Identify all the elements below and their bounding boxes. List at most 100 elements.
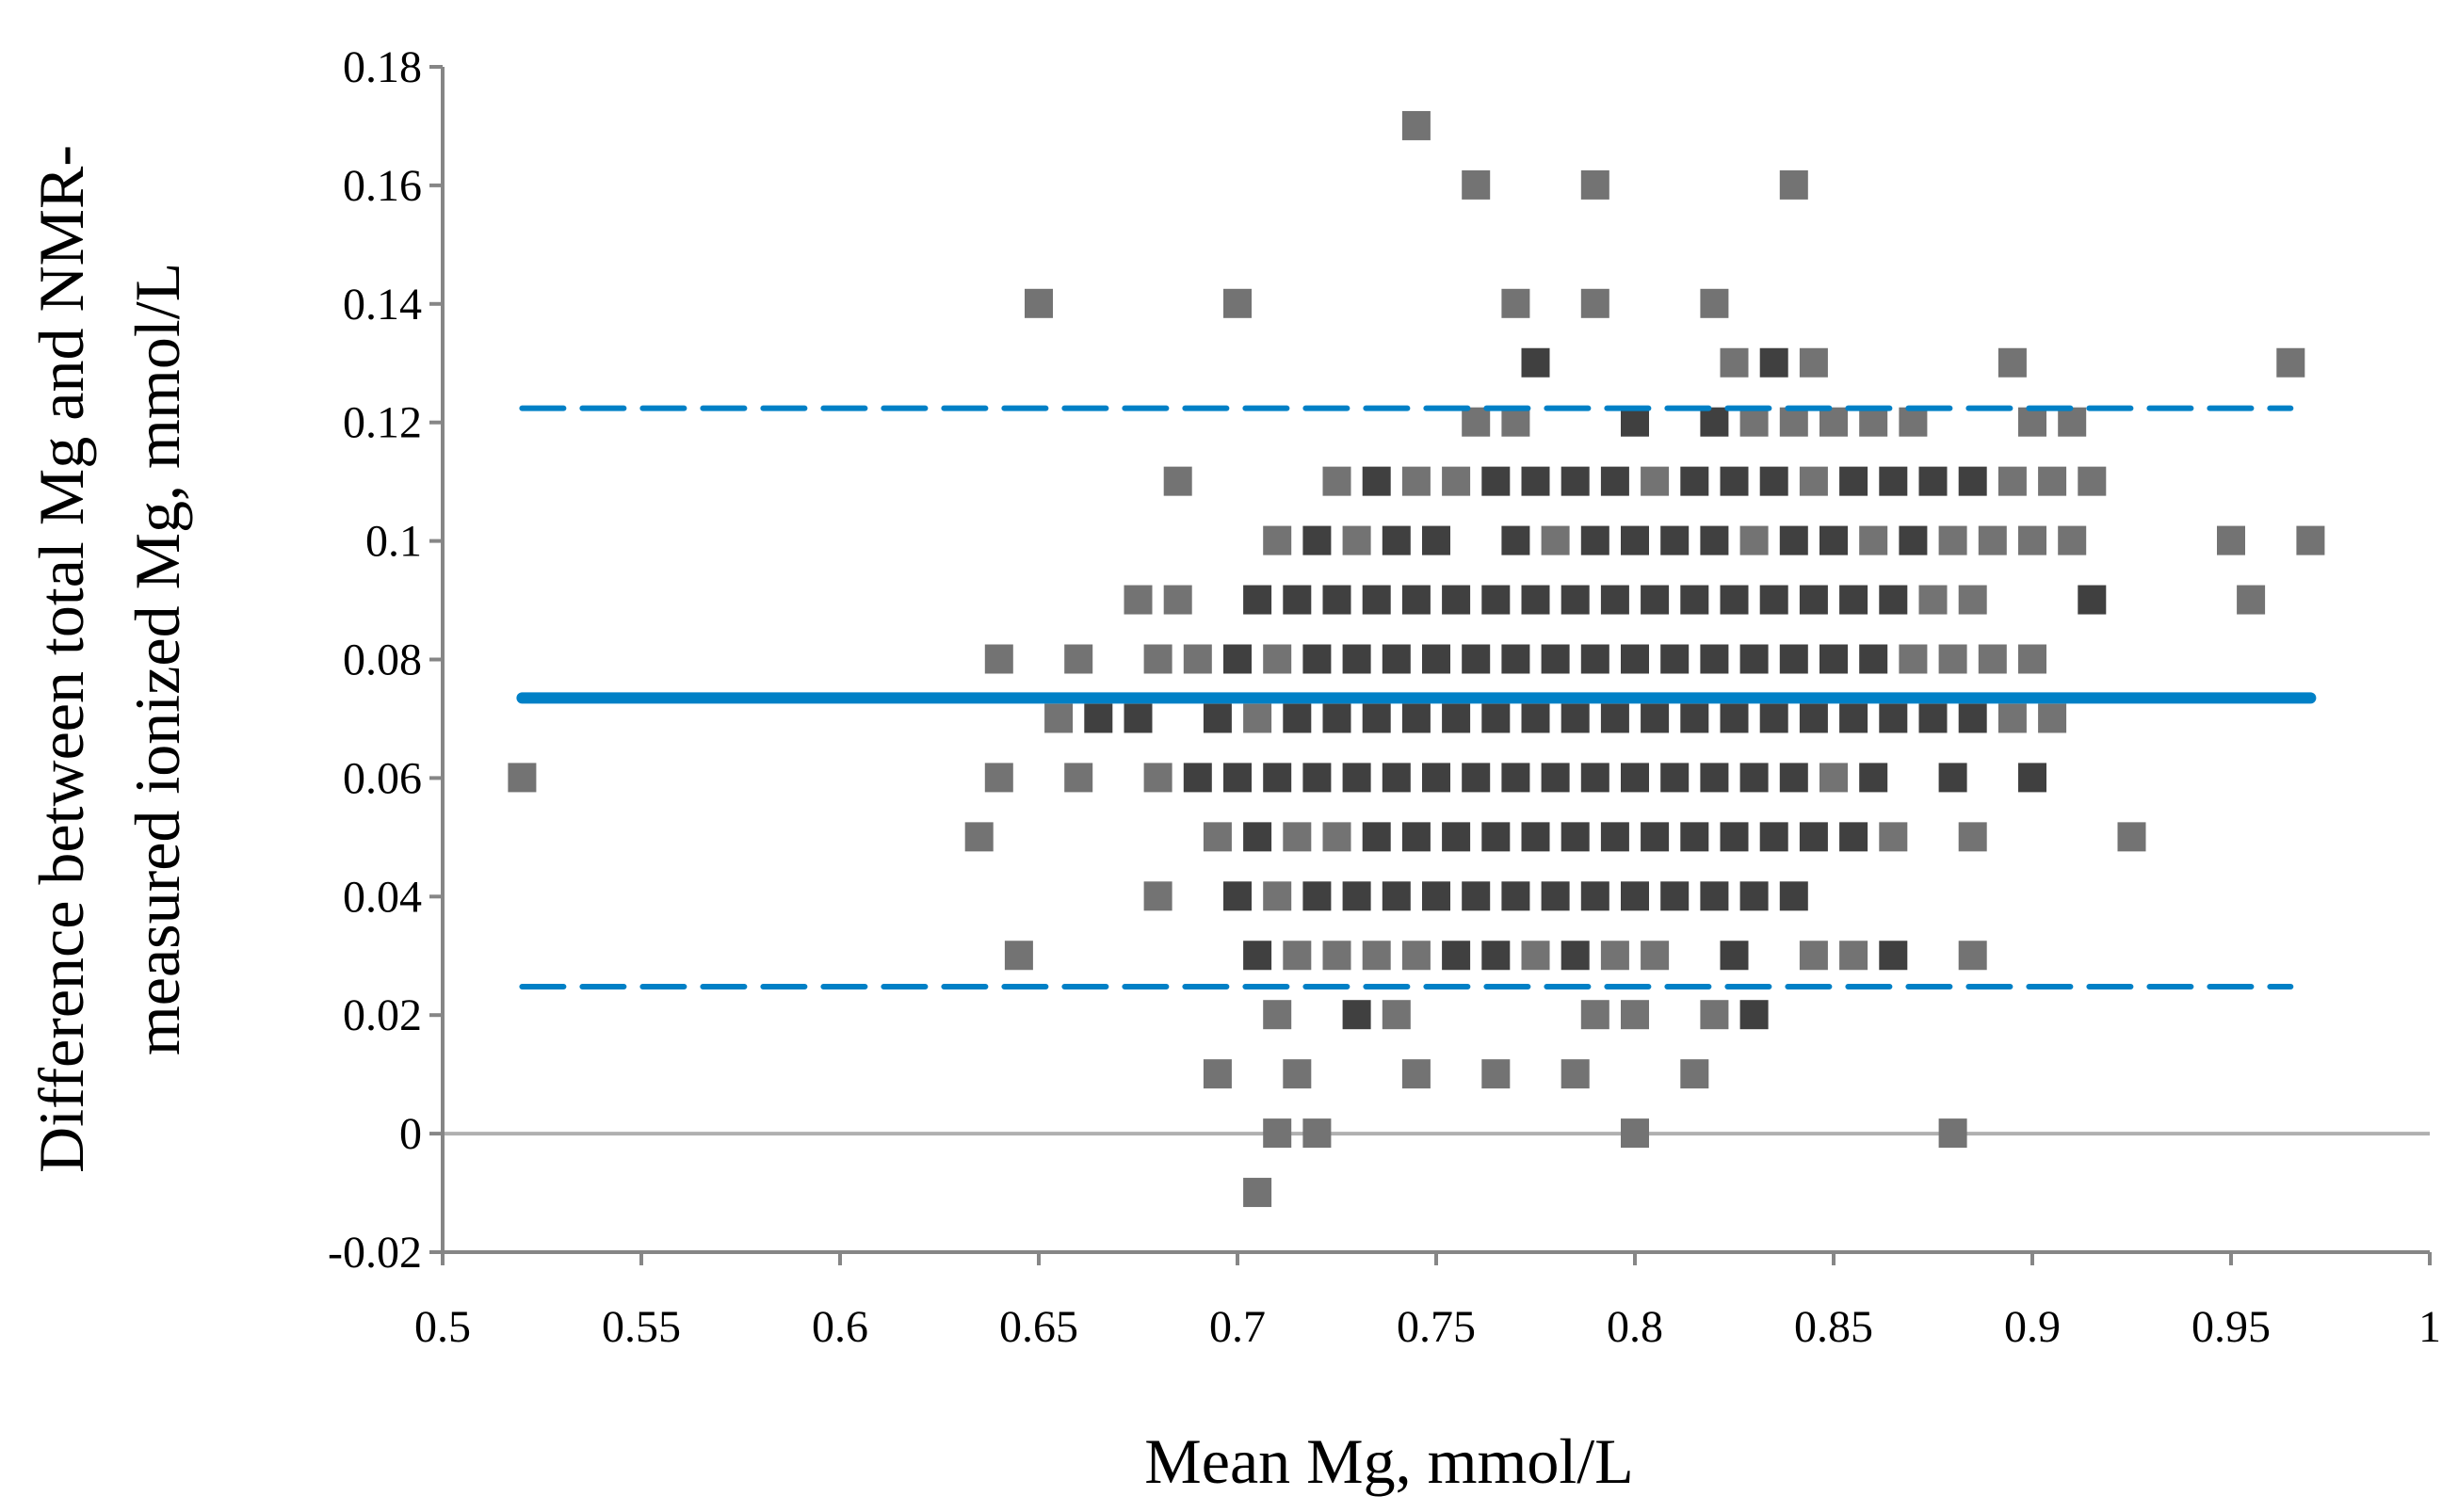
data-point-dark (1600, 466, 1629, 496)
data-point-light (2018, 407, 2046, 437)
data-point-light (1163, 466, 1192, 496)
y-tick-label: 0.08 (343, 635, 422, 685)
data-point-light (1779, 407, 1808, 437)
data-point-light (1997, 703, 2027, 733)
data-point-dark (1759, 466, 1788, 496)
y-tick-label: 0.1 (365, 517, 422, 567)
data-point-light (1362, 941, 1391, 971)
y-tick-label: 0.02 (343, 990, 422, 1040)
data-point-light (1938, 525, 1967, 555)
data-point-light (1263, 881, 1292, 911)
data-point-dark (1084, 703, 1113, 733)
x-tick-label: 0.85 (1794, 1302, 1873, 1352)
data-point-dark (1600, 585, 1629, 615)
data-point-dark (1660, 763, 1690, 793)
data-point-light (1501, 407, 1530, 437)
data-point-dark (1621, 525, 1649, 555)
data-point-dark (1442, 941, 1471, 971)
data-point-dark (1342, 881, 1371, 911)
data-point-dark (1561, 941, 1590, 971)
data-point-light (2237, 585, 2266, 615)
data-point-light (1720, 347, 1749, 378)
data-point-dark (1561, 822, 1590, 852)
data-point-light (2276, 347, 2305, 378)
data-point-light (1401, 941, 1431, 971)
data-point-light (1859, 525, 1888, 555)
data-point-dark (1720, 466, 1749, 496)
data-point-dark (1422, 763, 1450, 793)
x-tick-label: 0.7 (1209, 1302, 1266, 1352)
data-point-dark (1779, 644, 1808, 674)
data-point-dark (1442, 703, 1471, 733)
data-point-light (1997, 466, 2027, 496)
data-point-light (2058, 407, 2087, 437)
data-point-dark (1521, 822, 1550, 852)
data-point-light (1401, 1059, 1431, 1089)
data-point-dark (1680, 466, 1709, 496)
data-point-dark (1918, 703, 1948, 733)
data-point-dark (1561, 466, 1590, 496)
data-point-light (1997, 347, 2027, 378)
data-point-light (1462, 169, 1491, 200)
data-point-dark (1442, 822, 1471, 852)
data-point-light (1442, 466, 1471, 496)
data-point-dark (1680, 703, 1709, 733)
data-point-light (984, 644, 1013, 674)
data-point-dark (1462, 881, 1491, 911)
data-point-light (1143, 644, 1172, 674)
data-point-dark (1362, 703, 1391, 733)
data-point-light (1263, 1000, 1292, 1030)
data-point-dark (1302, 763, 1332, 793)
data-point-light (1819, 407, 1848, 437)
data-point-dark (1521, 703, 1550, 733)
data-point-dark (1739, 881, 1769, 911)
data-point-light (1481, 1059, 1511, 1089)
y-axis-title-line-1: Difference between total Mg and NMR- (25, 145, 97, 1173)
y-tick-label: 0 (399, 1109, 422, 1159)
data-point-dark (1501, 763, 1530, 793)
data-point-dark (1362, 585, 1391, 615)
data-point-dark (1541, 644, 1570, 674)
y-tick-label: 0.04 (343, 872, 422, 922)
data-point-light (1203, 1059, 1232, 1089)
data-point-light (1739, 407, 1769, 437)
data-point-dark (1799, 822, 1828, 852)
data-point-light (2296, 525, 2325, 555)
data-point-light (1283, 941, 1312, 971)
data-point-dark (1879, 466, 1908, 496)
data-point-dark (1720, 941, 1749, 971)
data-point-dark (1342, 763, 1371, 793)
data-point-light (1322, 466, 1351, 496)
data-point-dark (1759, 703, 1788, 733)
data-point-dark (1680, 585, 1709, 615)
data-point-light (1879, 822, 1908, 852)
data-point-dark (1739, 1000, 1769, 1030)
y-axis-title-line-2: measured ionized Mg, mmol/L (121, 263, 193, 1055)
data-point-dark (1600, 822, 1629, 852)
data-point-light (1918, 585, 1948, 615)
data-point-light (1799, 941, 1828, 971)
data-point-dark (1243, 941, 1272, 971)
data-point-light (1839, 941, 1868, 971)
data-point-dark (1759, 822, 1788, 852)
data-point-light (1700, 1000, 1729, 1030)
data-point-dark (1641, 822, 1670, 852)
x-tick-label: 0.5 (414, 1302, 471, 1352)
data-point-dark (1700, 525, 1729, 555)
y-tick-label: 0.14 (343, 280, 422, 330)
data-point-dark (1302, 881, 1332, 911)
data-point-dark (1580, 881, 1609, 911)
data-point-light (1283, 1059, 1312, 1089)
data-point-dark (1223, 881, 1252, 911)
data-point-dark (1401, 585, 1431, 615)
data-point-light (1143, 881, 1172, 911)
data-point-light (1978, 644, 2007, 674)
data-point-dark (1442, 585, 1471, 615)
data-point-dark (1462, 763, 1491, 793)
data-point-light (1064, 644, 1093, 674)
data-point-dark (1859, 644, 1888, 674)
data-point-dark (1621, 881, 1649, 911)
data-point-dark (1501, 644, 1530, 674)
data-point-dark (1561, 703, 1590, 733)
data-point-dark (1541, 881, 1570, 911)
